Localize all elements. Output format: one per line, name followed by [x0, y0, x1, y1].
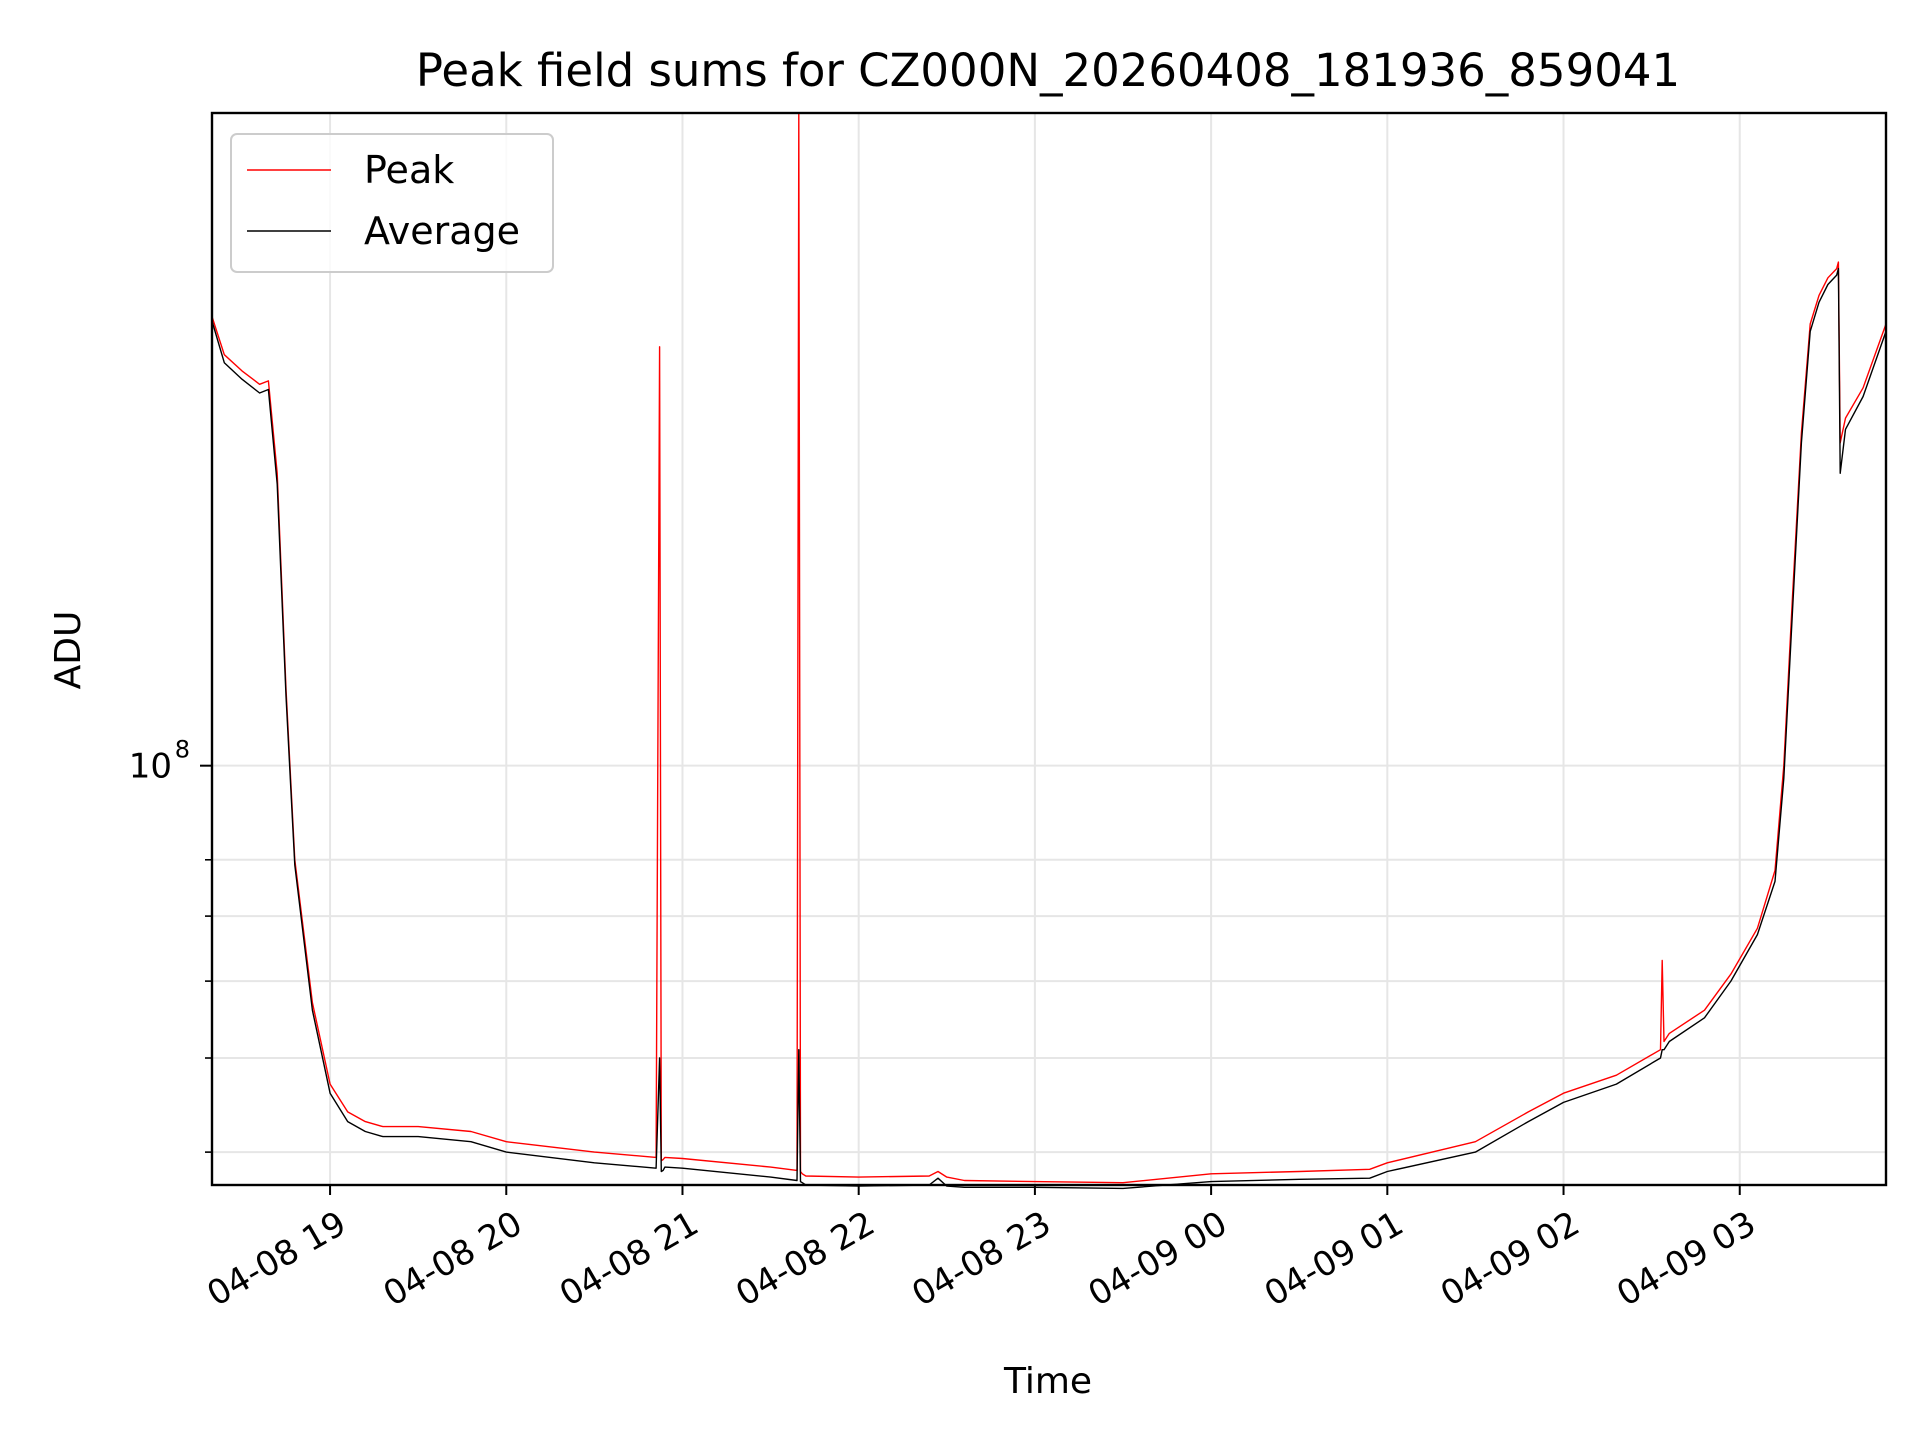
- legend-label-peak: Peak: [364, 148, 454, 192]
- grid-layer: [212, 113, 1886, 1185]
- y-tick-label-base: 10: [129, 747, 172, 787]
- series-layer: [211, 112, 1887, 1190]
- y-axis-label: ADU: [48, 611, 89, 690]
- plot-frame: [210, 111, 1888, 1187]
- x-axis-label: Time: [1003, 1361, 1092, 1402]
- y-tick-label: 10: [129, 747, 172, 787]
- y-tick-exponent: 8: [175, 736, 190, 764]
- series-line-average: [211, 267, 1887, 1190]
- legend-box: [230, 133, 554, 273]
- legend-label-average: Average: [364, 209, 520, 253]
- chart-title: Peak field sums for CZ000N_20260408_1819…: [416, 44, 1680, 97]
- legend: Peak Average: [230, 133, 554, 273]
- series-line-peak: [211, 112, 1887, 1184]
